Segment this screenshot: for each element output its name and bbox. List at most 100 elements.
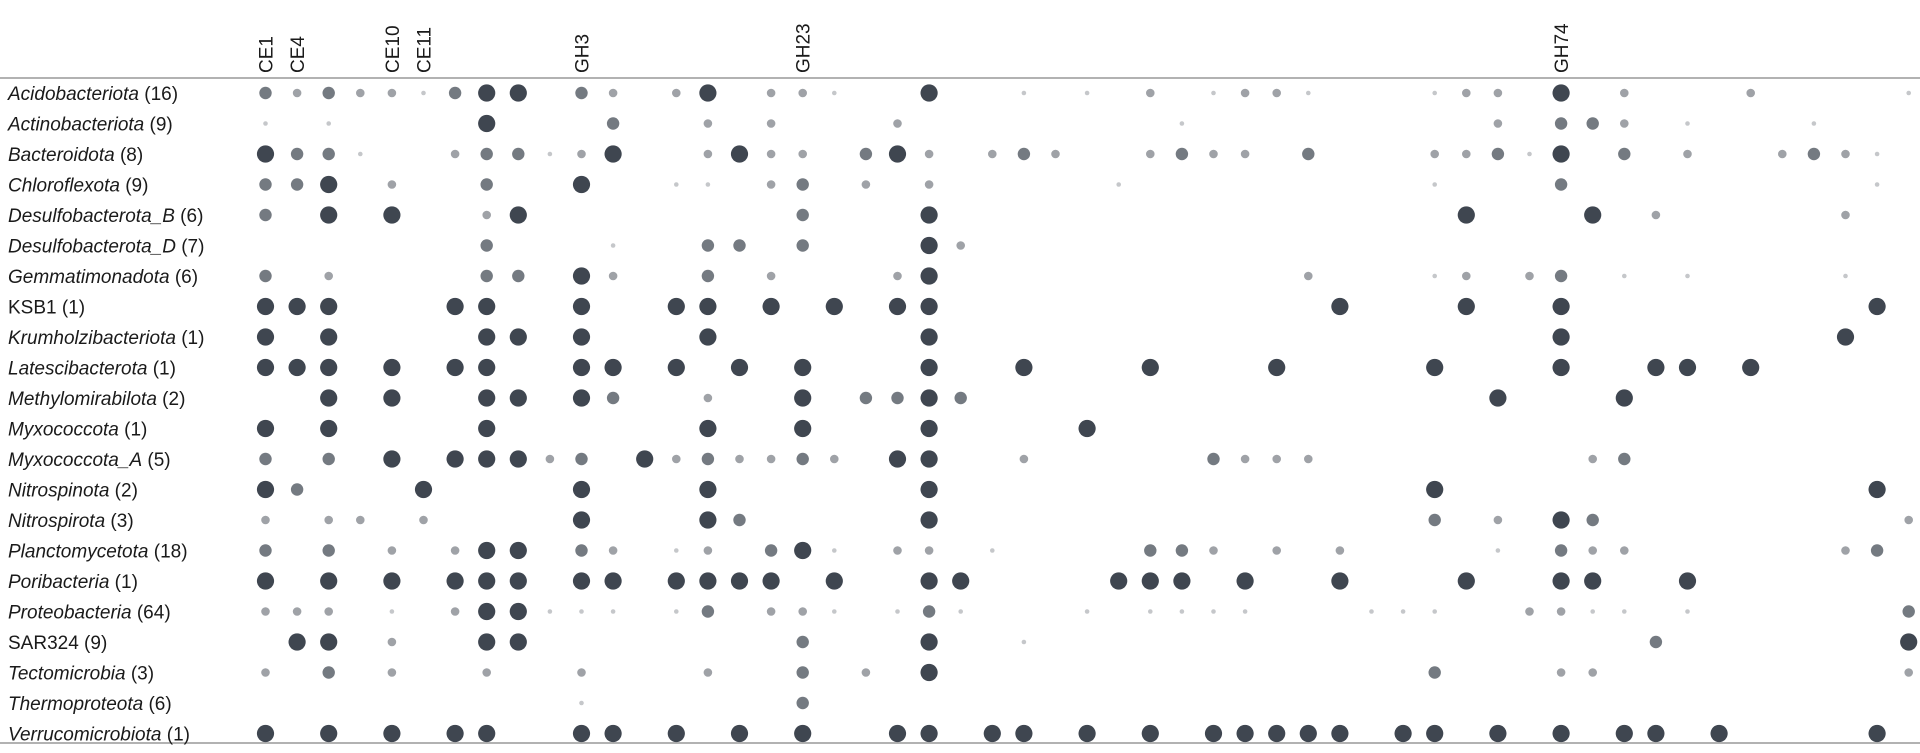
row-label: Myxococcota (1) (8, 420, 147, 441)
dot (888, 297, 907, 316)
dot (608, 88, 618, 98)
row-label-count: (1) (161, 725, 190, 746)
dot (766, 88, 776, 98)
dot (1236, 724, 1254, 743)
row-label-name: Verrucomicrobiota (8, 725, 161, 746)
row-label: Bacteroidota (8) (8, 145, 143, 166)
dot (1590, 609, 1595, 614)
dot (1331, 572, 1349, 590)
dot (825, 297, 843, 316)
dot (1017, 147, 1031, 161)
row-label: Actinobacteriota (9) (7, 115, 173, 136)
row-label-count: (5) (142, 450, 171, 471)
dot (1870, 544, 1884, 557)
dot (1841, 210, 1850, 220)
row-label-count: (8) (115, 145, 144, 166)
row-label-name: Nitrospirota (8, 511, 105, 532)
dot (383, 206, 401, 224)
dot (509, 602, 527, 621)
dot (478, 389, 496, 407)
dot (703, 546, 713, 555)
dot (1552, 84, 1570, 102)
dot (1369, 609, 1374, 614)
dot (572, 724, 591, 743)
dot (480, 178, 493, 191)
dot (667, 297, 685, 316)
row-label-count: (9) (120, 176, 149, 197)
dot (1304, 454, 1313, 464)
dot (1807, 147, 1821, 161)
dot (1678, 358, 1697, 377)
dot (1426, 358, 1444, 377)
dot (1904, 668, 1913, 677)
dot (1051, 149, 1060, 159)
dot (762, 572, 780, 590)
dot (572, 328, 591, 346)
dot (1141, 724, 1159, 743)
dot (796, 635, 809, 649)
row-label-count: (1) (176, 328, 205, 349)
dot (1015, 358, 1033, 377)
row-label-name: Latescibacterota (8, 359, 147, 380)
dot (1175, 544, 1189, 557)
dot (830, 454, 839, 464)
dot (1457, 297, 1475, 316)
dot (1146, 88, 1155, 98)
dot (1331, 724, 1349, 743)
row-label-count: (9) (79, 633, 108, 654)
dot (478, 328, 496, 346)
dot (893, 271, 902, 281)
dot (1209, 546, 1218, 555)
dot (796, 239, 809, 252)
dot (482, 668, 492, 677)
dot (1299, 724, 1317, 743)
column-label: GH23 (794, 23, 815, 73)
column-label: GH3 (573, 34, 594, 73)
dot (1457, 206, 1475, 224)
dot (703, 149, 713, 159)
dot (1552, 511, 1570, 529)
dot (482, 210, 492, 220)
dot (1742, 358, 1760, 377)
dot (288, 358, 306, 377)
row-label-count: (64) (132, 603, 171, 624)
dot (1141, 358, 1159, 377)
dot (290, 483, 304, 496)
dot (1268, 724, 1286, 743)
dot (893, 546, 902, 555)
dot (832, 609, 837, 614)
row-label: Poribacteria (1) (8, 572, 138, 593)
dot (256, 724, 275, 743)
row-label-count: (9) (144, 115, 173, 136)
dot (1710, 724, 1728, 743)
row-label-name: Poribacteria (8, 572, 109, 593)
row-label: SAR324 (9) (8, 633, 107, 654)
row-label-count: (3) (105, 511, 134, 532)
dot (1495, 548, 1501, 553)
dot (1236, 572, 1254, 590)
dot (575, 452, 588, 466)
dot (701, 605, 715, 618)
row-label-count: (6) (143, 694, 172, 715)
dot (895, 609, 900, 614)
dot (672, 454, 681, 464)
dot (1615, 724, 1633, 743)
dot (1207, 452, 1220, 466)
dot (1489, 389, 1507, 407)
dot (1462, 88, 1471, 98)
dot (699, 84, 717, 102)
dot (572, 358, 591, 377)
dot (699, 297, 717, 316)
dot (478, 114, 496, 133)
dot (1525, 607, 1534, 616)
dot (983, 724, 1001, 743)
dot (509, 328, 527, 346)
row-label: Proteobacteria (64) (8, 603, 171, 624)
dot (509, 450, 527, 468)
dot (796, 696, 809, 710)
dot (1204, 724, 1223, 743)
dot (480, 147, 493, 161)
dot (1272, 546, 1281, 555)
dot (1084, 609, 1090, 614)
dot (320, 358, 338, 377)
